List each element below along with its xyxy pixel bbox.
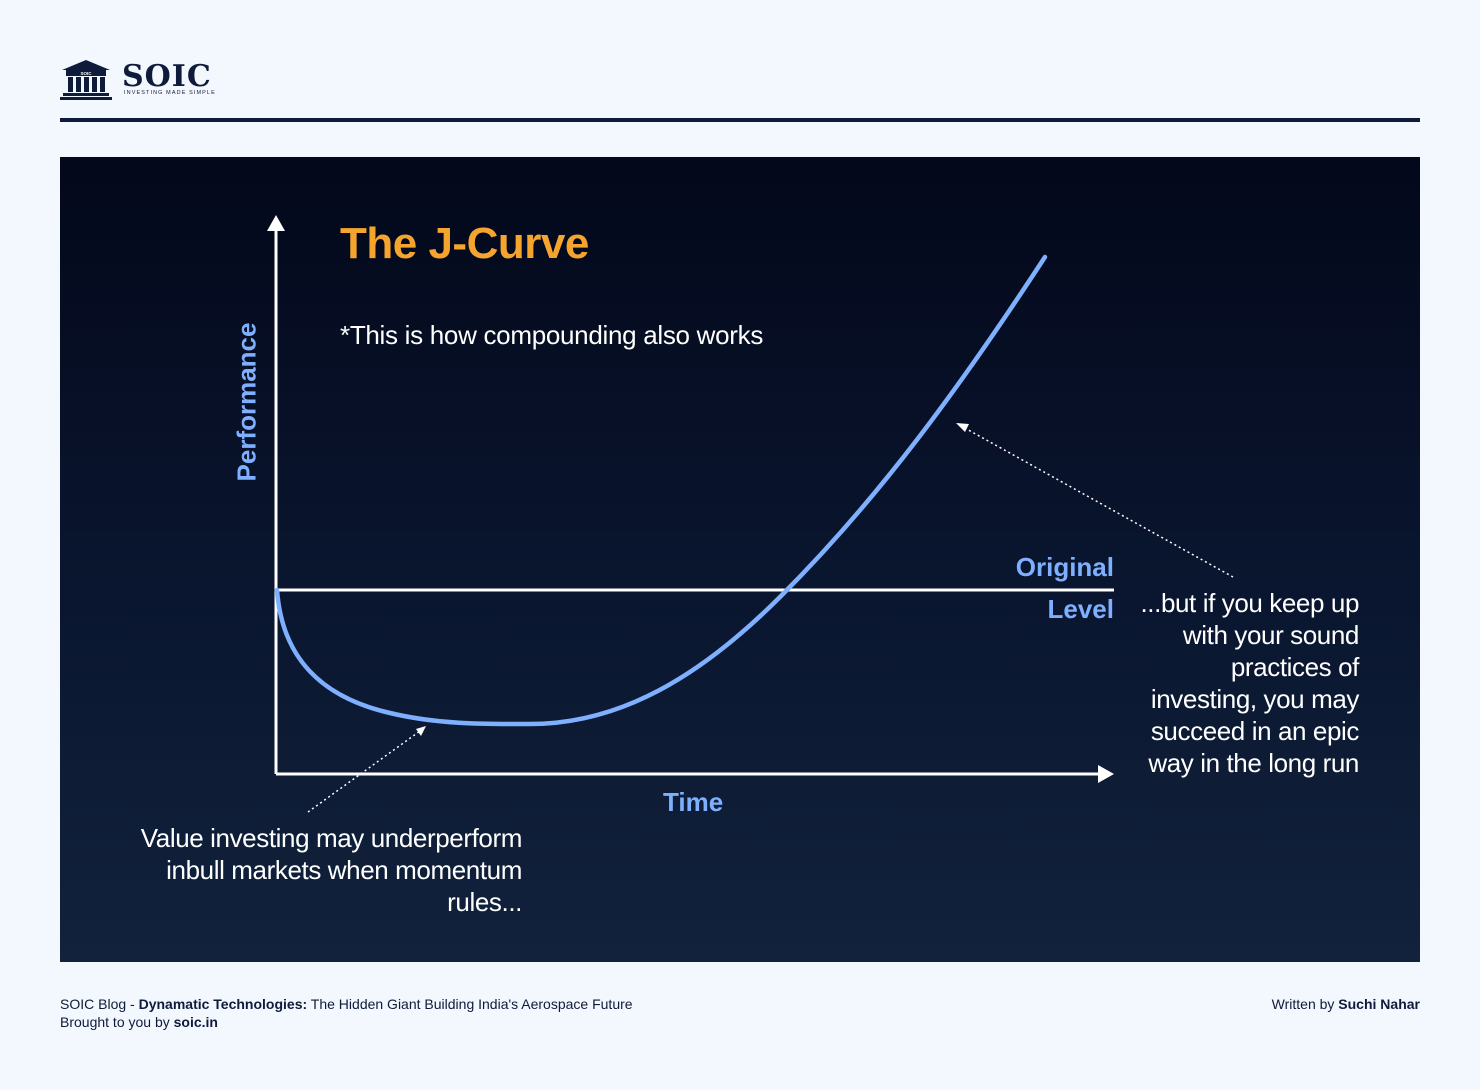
left-annotation-line: Value investing may underperform [140, 823, 523, 853]
footer-article-title-bold: Dynamatic Technologies: [138, 996, 308, 1012]
footer-brought-prefix: Brought to you by [60, 1014, 174, 1030]
header-divider [60, 118, 1420, 122]
y-axis-label-text: Performance [231, 322, 262, 482]
footer-author-name: Suchi Nahar [1338, 996, 1420, 1012]
left-annotation: Value investing may underperform inbull … [110, 822, 523, 918]
left-annotation-pointer [307, 730, 421, 813]
left-pointer-arrowhead [416, 726, 426, 736]
right-annotation: ...but if you keep up with your sound pr… [1115, 587, 1359, 779]
footer-brought-line: Brought to you by soic.in [60, 1013, 633, 1031]
j-curve-diagram: The J-Curve *This is how compounding als… [60, 157, 1420, 962]
footer-article-title-rest: The Hidden Giant Building India's Aerosp… [307, 996, 633, 1012]
right-annotation-line: practices of [1230, 652, 1360, 682]
footer-article-line: SOIC Blog - Dynamatic Technologies: The … [60, 995, 633, 1013]
diagram-canvas [267, 215, 1234, 813]
original-level-label-line1: Original [1015, 552, 1114, 582]
right-annotation-line: way in the long run [1148, 748, 1359, 778]
diagram-subtitle: *This is how compounding also works [340, 320, 764, 350]
footer-site-link[interactable]: soic.in [173, 1014, 218, 1030]
original-level-label-line2: Level [1047, 594, 1115, 624]
x-axis-arrowhead [1098, 765, 1114, 783]
right-pointer-arrowhead [956, 423, 969, 432]
temple-icon: SOIC [60, 60, 112, 100]
diagram-title: The J-Curve [340, 219, 589, 268]
right-annotation-line: succeed in an epic [1150, 716, 1360, 746]
footer-written-prefix: Written by [1271, 996, 1339, 1012]
right-annotation-line: ...but if you keep up [1140, 588, 1359, 618]
footer-credits: SOIC Blog - Dynamatic Technologies: The … [60, 995, 633, 1031]
logo-mark-text: SOIC [80, 71, 92, 76]
right-annotation-line: investing, you may [1150, 684, 1360, 714]
footer-author: Written by Suchi Nahar [1272, 995, 1420, 1013]
j-curve-line [274, 254, 1048, 727]
y-axis-arrowhead [267, 215, 285, 231]
right-annotation-line: with your sound [1182, 620, 1360, 650]
x-axis-label: Time [663, 787, 724, 817]
logo-tagline: INVESTING MADE SIMPLE [124, 90, 216, 96]
logo-wordmark: SOIC [122, 59, 212, 94]
left-annotation-line: rules... [447, 887, 522, 917]
soic-logo[interactable]: SOIC SOIC INVESTING MADE SIMPLE [60, 58, 240, 100]
footer-blog-prefix: SOIC Blog - [60, 996, 139, 1012]
right-annotation-pointer [962, 426, 1234, 578]
left-annotation-line: inbull markets when momentum [166, 855, 522, 885]
